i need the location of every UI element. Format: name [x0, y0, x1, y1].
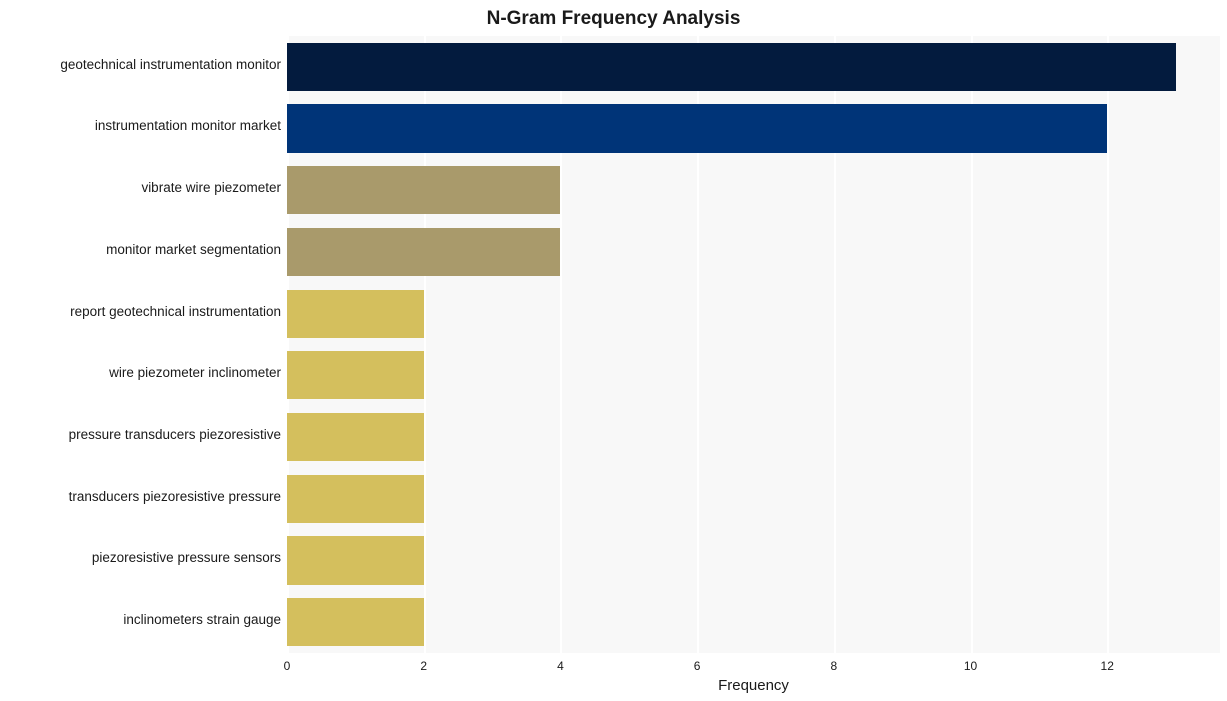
bar	[287, 290, 424, 338]
y-tick-label: wire piezometer inclinometer	[109, 365, 281, 380]
y-tick-label: inclinometers strain gauge	[123, 612, 281, 627]
x-tick-label: 8	[830, 659, 837, 673]
bar	[287, 43, 1176, 91]
bar	[287, 413, 424, 461]
bar	[287, 104, 1107, 152]
y-tick-label: report geotechnical instrumentation	[70, 304, 281, 319]
ngram-frequency-chart: N-Gram Frequency Analysis Frequency 0 2 4 6…	[0, 0, 1227, 701]
bar	[287, 228, 560, 276]
bar	[287, 351, 424, 399]
bar	[287, 598, 424, 646]
gridline	[1107, 36, 1109, 653]
y-tick-label: pressure transducers piezoresistive	[69, 427, 281, 442]
x-tick-label: 2	[420, 659, 427, 673]
y-tick-label: monitor market segmentation	[106, 242, 281, 257]
y-tick-label: piezoresistive pressure sensors	[92, 550, 281, 565]
bar	[287, 166, 560, 214]
y-tick-label: instrumentation monitor market	[95, 118, 281, 133]
x-tick-label: 6	[694, 659, 701, 673]
y-tick-label: geotechnical instrumentation monitor	[60, 57, 281, 72]
bar	[287, 536, 424, 584]
chart-title: N-Gram Frequency Analysis	[0, 8, 1227, 30]
plot-area	[287, 36, 1220, 653]
x-tick-label: 12	[1101, 659, 1114, 673]
x-axis-title: Frequency	[704, 677, 804, 694]
bar	[287, 475, 424, 523]
x-tick-label: 4	[557, 659, 564, 673]
x-tick-label: 10	[964, 659, 977, 673]
y-tick-label: vibrate wire piezometer	[141, 180, 281, 195]
x-tick-label: 0	[284, 659, 291, 673]
y-tick-label: transducers piezoresistive pressure	[69, 489, 281, 504]
